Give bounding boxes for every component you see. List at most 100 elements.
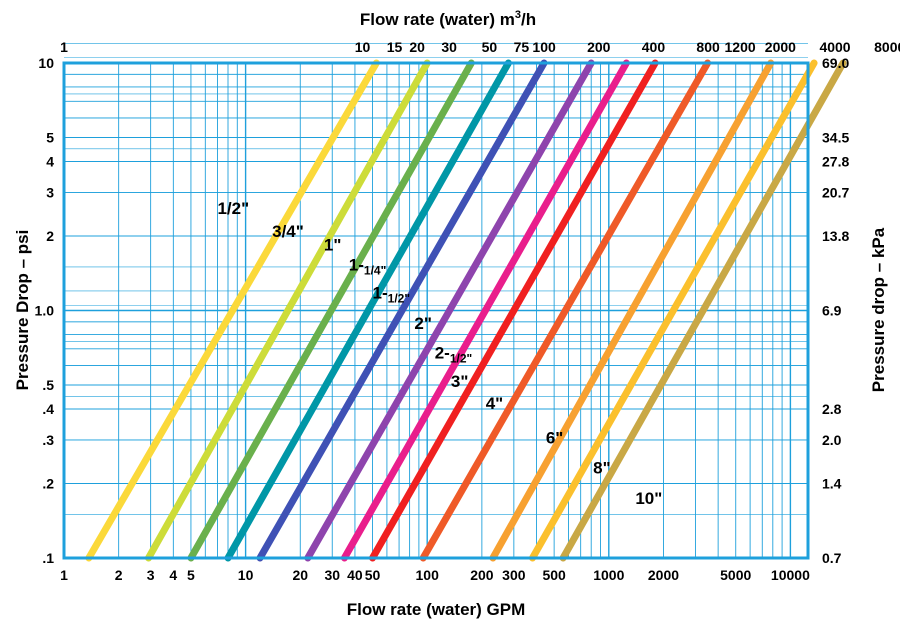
series-line [256, 59, 548, 562]
series-label-main: 2" [414, 314, 432, 333]
x-tick-label-top: 4000 [819, 39, 850, 55]
x-tick-label-top: 50 [482, 39, 498, 55]
x-tick-label-top: 800 [696, 39, 720, 55]
x-tick-label-top: 400 [642, 39, 666, 55]
x-tick-label-bottom: 30 [324, 567, 340, 583]
series-label-main: 1/2" [217, 199, 249, 218]
plot-frame [62, 61, 810, 560]
x-tick-label-bottom: 4 [169, 567, 177, 583]
y-axis-title-right: Pressure drop – kPa [869, 227, 888, 392]
series-label-main: 8" [593, 458, 611, 477]
series-line [489, 59, 775, 562]
x-tick-label-top: 8000 [874, 39, 900, 55]
y-tick-label-right: 2.0 [822, 432, 842, 448]
x-tick-label-top: 75 [514, 39, 530, 55]
series-line [559, 59, 847, 562]
series-label: 1-1/2" [373, 283, 411, 305]
series-label-main: 10" [635, 489, 662, 508]
x-tick-label-bottom: 1 [60, 567, 68, 583]
series-label: 2-1/2" [435, 343, 473, 365]
x-tick-label-bottom: 5 [187, 567, 195, 583]
y-tick-label-left: .2 [42, 475, 54, 491]
x-ticks-top: 1 10 15 20 30 50 75 100 200 400 800 1200 2000 4000 800… [60, 39, 900, 55]
series-label: 3/4" [272, 222, 304, 241]
x-tick-label-bottom: 3 [147, 567, 155, 583]
series-label: 6" [546, 429, 564, 448]
series-label-sub: 1/4" [364, 264, 386, 278]
x-axis-title-top-main: Flow rate (water) m [360, 10, 515, 29]
series-line [85, 59, 380, 562]
series-label: 1" [324, 235, 342, 254]
y-ticks-right: 0.7 1.4 2.0 2.8 6.9 13.8 20.7 27.8 34.5 69.0 [822, 55, 849, 566]
y-tick-label-left: .5 [42, 377, 54, 393]
series-line [187, 59, 475, 562]
series-label-main: 1- [349, 256, 364, 275]
series-label-main: 3" [451, 372, 469, 391]
series-line [145, 59, 431, 562]
y-axis-title-left: Pressure Drop – psi [13, 230, 32, 391]
x-axis-title-bottom: Flow rate (water) GPM [347, 600, 526, 619]
y-tick-label-left: 10 [38, 55, 54, 71]
series-label-main: 1" [324, 235, 342, 254]
x-tick-label-bottom: 20 [292, 567, 308, 583]
series-label-sub: 1/2" [450, 351, 472, 365]
series-label: 1/2" [217, 199, 249, 218]
x-axis-title-top-sup: 3 [515, 9, 521, 21]
x-tick-label-top: 15 [387, 39, 403, 55]
y-tick-label-right: 6.9 [822, 303, 842, 319]
x-tick-label-top: 30 [441, 39, 457, 55]
x-tick-label-top: 1200 [725, 39, 756, 55]
series-label-sub: 1/2" [388, 291, 410, 305]
y-tick-label-right: 2.8 [822, 401, 842, 417]
y-tick-label-right: 1.4 [822, 475, 842, 491]
series-label-main: 1- [373, 283, 388, 302]
x-axis-title-top-tail: /h [521, 10, 536, 29]
x-tick-label-bottom: 2 [115, 567, 123, 583]
series-label-main: 2- [435, 343, 450, 362]
y-tick-label-left: 3 [46, 184, 54, 200]
x-tick-label-bottom: 1000 [593, 567, 624, 583]
x-tick-label-top: 20 [409, 39, 425, 55]
series-labels: 1/2"3/4"1"1-1/4"1-1/2"2"2-1/2"3"4"6"8"10… [217, 199, 662, 508]
series-label-main: 3/4" [272, 222, 304, 241]
x-tick-label-bottom: 300 [502, 567, 526, 583]
series-label-main: 6" [546, 429, 564, 448]
series-line [340, 59, 630, 562]
y-tick-label-left: 4 [46, 153, 54, 169]
series-lines [85, 59, 847, 562]
y-tick-label-right: 34.5 [822, 130, 849, 146]
series-label: 10" [635, 489, 662, 508]
x-tick-label-bottom: 200 [470, 567, 494, 583]
x-axis-title-top: Flow rate (water) m3/h [360, 9, 536, 29]
y-tick-label-right: 69.0 [822, 55, 849, 71]
x-tick-label-bottom: 10000 [771, 567, 810, 583]
x-tick-label-bottom: 100 [416, 567, 440, 583]
series-line [224, 59, 512, 562]
x-tick-label-top: 10 [355, 39, 371, 55]
y-tick-label-left: 1.0 [35, 303, 55, 319]
series-label: 3" [451, 372, 469, 391]
series-label-main: 4" [486, 394, 504, 413]
y-tick-label-left: 2 [46, 228, 54, 244]
x-tick-label-bottom: 10 [238, 567, 254, 583]
series-line [528, 59, 818, 562]
y-ticks-left: .1 .2 .3 .4 .5 1.0 2 3 4 5 10 [35, 55, 55, 566]
series-line [369, 59, 659, 562]
y-tick-label-right: 27.8 [822, 153, 849, 169]
y-tick-label-left: .4 [42, 401, 54, 417]
x-tick-label-bottom: 500 [542, 567, 566, 583]
series-label: 1-1/4" [349, 256, 387, 278]
x-tick-label-bottom: 2000 [648, 567, 679, 583]
series-label: 8" [593, 458, 611, 477]
x-tick-label-bottom: 5000 [720, 567, 751, 583]
series-label: 2" [414, 314, 432, 333]
x-tick-label-bottom: 50 [365, 567, 381, 583]
y-tick-label-right: 0.7 [822, 550, 842, 566]
x-ticks-bottom: 1 2 3 4 5 10 20 30 40 50 100 200 300 500 1000 2000 5000 1… [60, 567, 810, 583]
y-tick-label-right: 13.8 [822, 228, 849, 244]
y-tick-label-left: .3 [42, 432, 54, 448]
y-tick-label-left: 5 [46, 130, 54, 146]
x-tick-label-top: 2000 [765, 39, 796, 55]
series-line [304, 59, 595, 562]
